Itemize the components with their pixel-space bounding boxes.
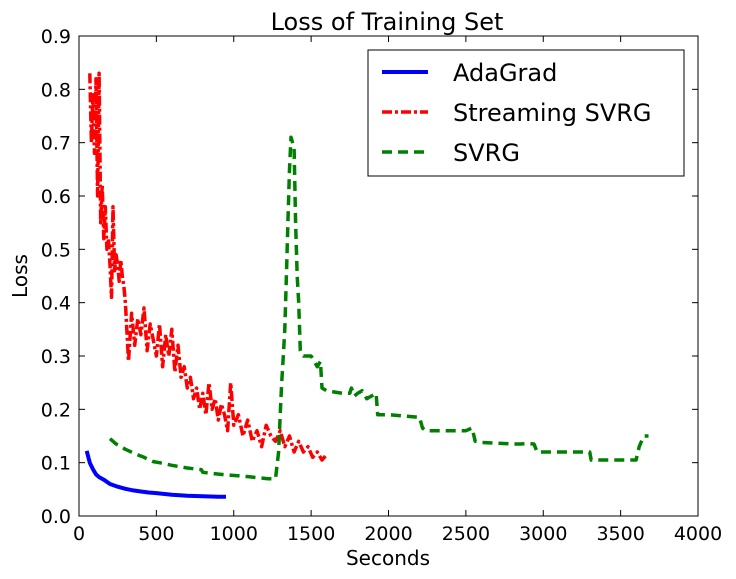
y-tick-label: 0.0: [41, 506, 71, 528]
y-tick-label: 0.3: [41, 346, 71, 368]
series-line-streaming-svrg: [88, 71, 328, 462]
y-axis-label: Loss: [8, 254, 32, 298]
tick-labels: 0 500 1000 1500 2000 2500 3000 3500 4000 0.0 0.1 0.…: [41, 26, 722, 545]
legend-label: AdaGrad: [453, 59, 557, 87]
x-tick-label: 500: [138, 523, 174, 545]
legend: AdaGrad Streaming SVRG SVRG: [367, 49, 685, 177]
x-axis-label: Seconds: [346, 546, 430, 570]
y-tick-label: 0.5: [41, 239, 71, 261]
series-line-svrg: [108, 135, 649, 481]
y-tick-label: 0.6: [41, 186, 71, 208]
y-tick-label: 0.1: [41, 453, 71, 475]
x-tick-label: 1000: [210, 523, 258, 545]
ticks: [78, 35, 699, 517]
x-tick-label: 2000: [364, 523, 412, 545]
y-tick-label: 0.9: [41, 26, 71, 48]
x-tick-label: 3500: [596, 523, 644, 545]
x-tick-label: 2500: [442, 523, 490, 545]
y-tick-label: 0.8: [41, 79, 71, 101]
x-tick-label: 4000: [674, 523, 722, 545]
y-tick-label: 0.7: [41, 133, 71, 155]
y-tick-label: 0.4: [41, 293, 71, 315]
chart-title: Loss of Training Set: [271, 8, 504, 36]
x-tick-label: 1500: [287, 523, 335, 545]
x-tick-label: 3000: [519, 523, 567, 545]
x-tick-label: 0: [73, 523, 85, 545]
legend-label: SVRG: [453, 139, 520, 167]
series-line-adagrad: [84, 450, 226, 499]
y-tick-label: 0.2: [41, 399, 71, 421]
plot-lines: [84, 71, 649, 499]
legend-label: Streaming SVRG: [453, 99, 652, 127]
